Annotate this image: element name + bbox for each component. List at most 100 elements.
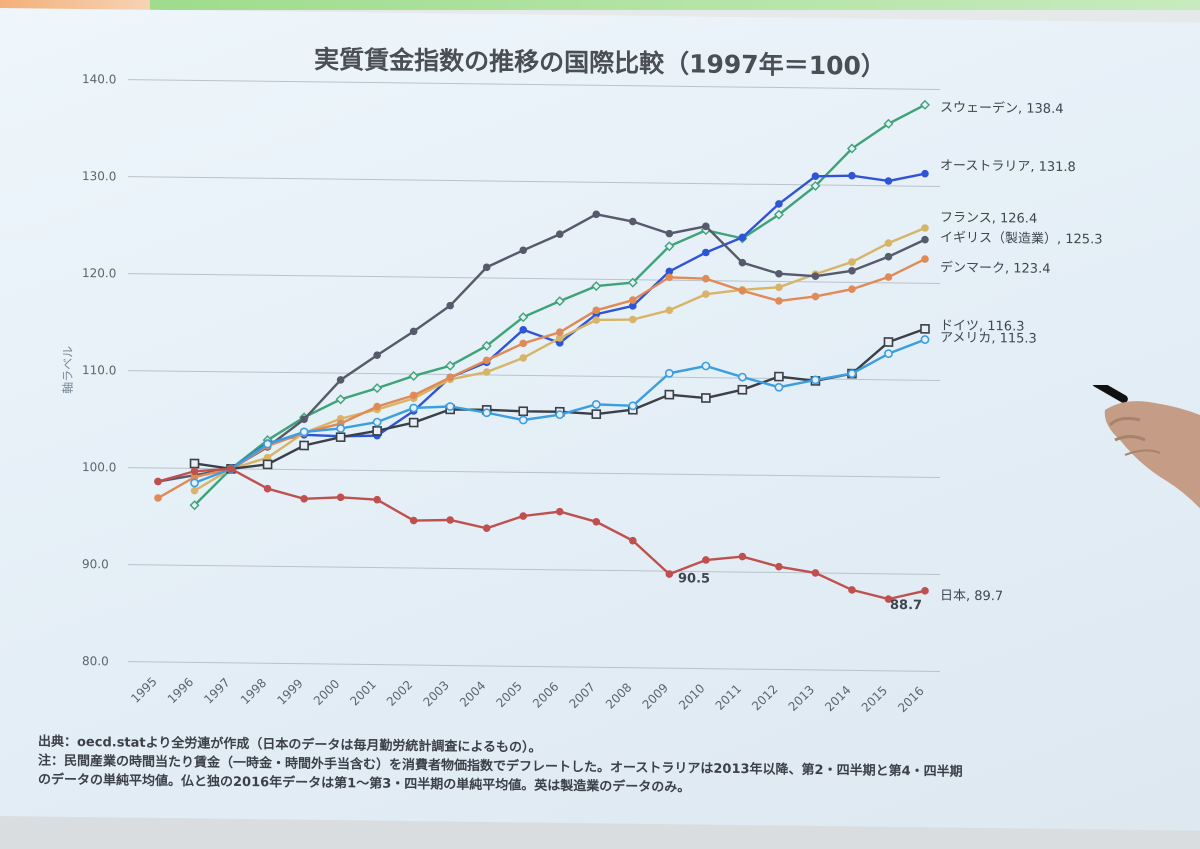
data-point: [884, 595, 893, 603]
series-line: [193, 226, 926, 492]
data-point: [665, 267, 674, 276]
x-tick-label: 1996: [165, 675, 196, 706]
data-point: [591, 400, 601, 409]
data-point: [190, 467, 199, 476]
data-point: [921, 224, 929, 232]
x-tick-label: 1998: [238, 676, 269, 707]
data-point: [702, 290, 710, 299]
series-フランス: [190, 224, 929, 495]
x-tick-label: 2004: [457, 678, 488, 709]
data-point: [554, 296, 565, 307]
data-point: [482, 368, 491, 376]
data-point: [848, 258, 856, 266]
data-point: [775, 283, 783, 292]
x-tick-label: 1999: [274, 676, 305, 707]
data-point: [154, 477, 162, 486]
data-point: [737, 372, 747, 382]
data-point: [519, 512, 528, 520]
data-point: [591, 409, 602, 419]
data-point: [190, 486, 199, 495]
data-point: [189, 458, 200, 469]
data-point: [409, 516, 418, 525]
y-tick-labels: 80.0 90.0 100.0 110.0 120.0 130.0 140.0: [82, 72, 116, 668]
data-point: [518, 415, 528, 425]
data-point: [702, 274, 710, 283]
x-tick-label: 2001: [347, 677, 378, 708]
series-label: デンマーク, 123.4: [940, 259, 1050, 276]
data-point: [811, 272, 820, 280]
series-アメリカ: [190, 335, 930, 488]
series-label: オーストラリア, 131.8: [940, 158, 1076, 175]
data-point: [702, 248, 710, 257]
data-point: [446, 516, 454, 524]
data-point: [738, 552, 747, 561]
data-point: [738, 258, 747, 267]
data-point: [409, 327, 418, 336]
y-tick-label: 110.0: [82, 363, 116, 377]
data-point: [263, 484, 272, 493]
data-point: [775, 269, 783, 278]
data-point: [775, 562, 783, 571]
data-point: [701, 361, 711, 371]
data-point: [627, 277, 638, 288]
data-point: [628, 401, 638, 411]
green-edge: [150, 0, 1200, 10]
data-point: [920, 99, 930, 110]
series-デンマーク: [154, 255, 929, 502]
data-point: [482, 524, 491, 533]
data-point: [775, 297, 783, 305]
gridline: [128, 467, 940, 478]
x-tick-label: 2011: [713, 682, 744, 713]
x-tick-label: 1995: [128, 674, 159, 705]
data-point: [336, 493, 345, 502]
y-tick-label: 130.0: [82, 169, 116, 183]
gridline: [128, 273, 940, 284]
data-point: [665, 229, 674, 238]
data-point: [629, 536, 637, 545]
x-tick-label: 2012: [749, 682, 780, 713]
series-label: ドイツ, 116.3: [940, 318, 1024, 334]
x-tick-label: 2010: [676, 681, 707, 712]
data-point: [884, 252, 893, 261]
data-point: [774, 382, 784, 392]
data-point: [189, 500, 200, 511]
x-tick-label: 2002: [384, 678, 415, 709]
data-point: [921, 255, 929, 263]
x-tick-label: 2003: [420, 678, 451, 709]
series-イギリス（製造業）: [154, 210, 929, 486]
series-line: [157, 467, 926, 601]
data-point: [519, 354, 528, 362]
data-point: [847, 369, 857, 378]
y-tick-label: 140.0: [82, 72, 116, 86]
data-point: [811, 569, 820, 577]
data-point: [737, 384, 748, 395]
data-point: [227, 465, 235, 473]
x-tick-labels: 1995 1996 1997 1998 1999 2000 2001 2002 2003 2004…: [128, 674, 926, 715]
series-label: スウェーデン, 138.4: [940, 99, 1063, 117]
x-tick-label: 2008: [603, 680, 634, 711]
annotations: 90.5 88.7: [678, 571, 922, 613]
data-point: [848, 266, 856, 275]
data-point: [664, 389, 675, 400]
x-tick-label: 1997: [201, 675, 232, 706]
x-tick-label: 2009: [640, 681, 671, 712]
data-point: [409, 403, 419, 413]
y-tick-label: 120.0: [82, 266, 116, 280]
data-point: [629, 217, 637, 226]
data-point: [592, 316, 601, 324]
data-point: [446, 301, 454, 310]
presenter-hand-with-pointer: [1092, 385, 1200, 509]
data-point: [445, 402, 455, 411]
data-point: [299, 440, 309, 451]
data-point: [336, 424, 346, 433]
y-tick-label: 90.0: [82, 557, 109, 571]
gridline: [128, 79, 940, 90]
data-point: [848, 586, 856, 594]
data-point: [555, 230, 564, 239]
y-axis-label: 軸ラベル: [61, 346, 75, 394]
data-point: [299, 427, 309, 437]
data-point: [519, 246, 528, 255]
gridline: [128, 564, 940, 575]
series-line: [157, 258, 926, 500]
